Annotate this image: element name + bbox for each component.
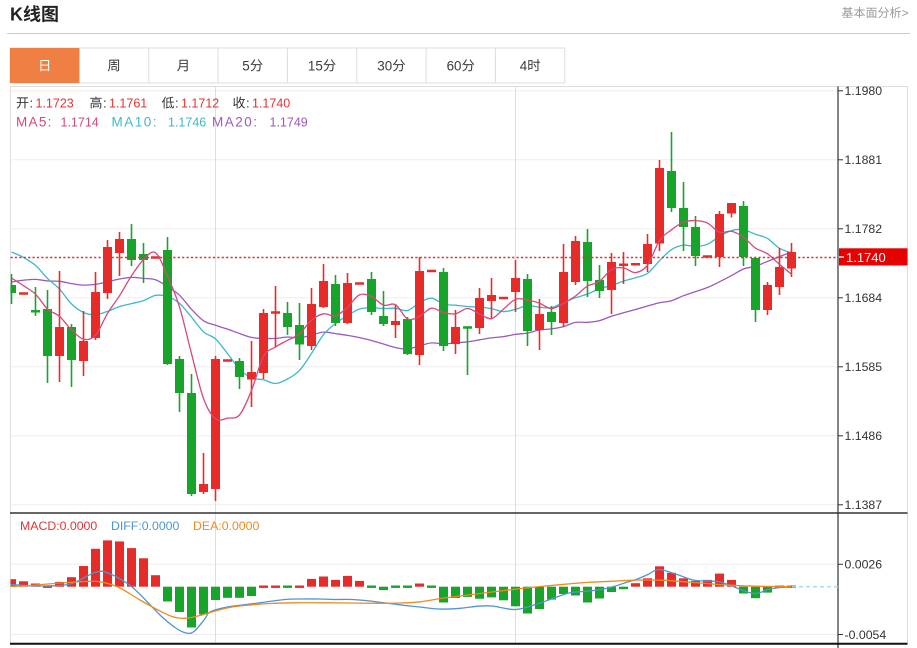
svg-text:1.1714: 1.1714 — [61, 116, 99, 130]
svg-text:DIFF:0.0000: DIFF:0.0000 — [111, 519, 180, 533]
svg-text:1.1740: 1.1740 — [846, 250, 886, 265]
svg-text:1.1782: 1.1782 — [845, 222, 883, 236]
svg-text:1.1486: 1.1486 — [845, 429, 883, 443]
svg-text:1.1881: 1.1881 — [845, 153, 883, 167]
svg-text:MACD:0.0000: MACD:0.0000 — [20, 519, 97, 533]
svg-text:MA10:: MA10: — [112, 115, 159, 130]
svg-text:DEA:0.0000: DEA:0.0000 — [193, 519, 259, 533]
svg-text::: : — [246, 96, 250, 111]
svg-text:>: > — [902, 6, 909, 20]
svg-text:0.0026: 0.0026 — [845, 558, 883, 572]
svg-text:1.1684: 1.1684 — [845, 291, 883, 305]
svg-text:1.1980: 1.1980 — [845, 84, 883, 98]
svg-text:-0.0054: -0.0054 — [845, 628, 887, 642]
svg-text:1.1740: 1.1740 — [252, 97, 290, 111]
svg-text:MA5:: MA5: — [16, 115, 53, 130]
svg-text:30: 30 — [377, 58, 392, 73]
svg-text:1.1749: 1.1749 — [270, 116, 308, 130]
svg-text:K: K — [10, 5, 23, 25]
svg-text:60: 60 — [447, 58, 462, 73]
svg-text:1.1723: 1.1723 — [36, 97, 74, 111]
svg-text:MA20:: MA20: — [212, 115, 259, 130]
svg-text:5: 5 — [242, 58, 249, 73]
svg-text:1.1761: 1.1761 — [109, 97, 147, 111]
svg-text:4: 4 — [520, 58, 528, 73]
svg-text:1.1387: 1.1387 — [845, 498, 883, 512]
svg-text:15: 15 — [308, 58, 323, 73]
svg-text::: : — [175, 96, 179, 111]
svg-text::: : — [103, 96, 107, 111]
svg-text:1.1746: 1.1746 — [168, 116, 206, 130]
svg-text:1.1712: 1.1712 — [181, 97, 219, 111]
svg-text:1.1585: 1.1585 — [845, 360, 883, 374]
svg-text::: : — [30, 96, 34, 111]
